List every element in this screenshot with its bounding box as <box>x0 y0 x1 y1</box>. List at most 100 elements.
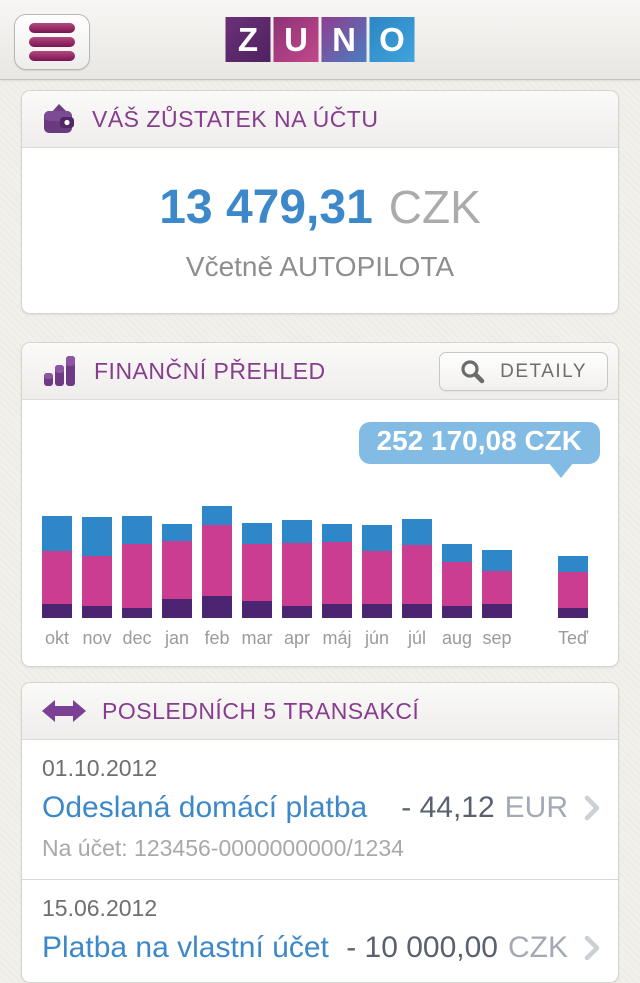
bar-segment-top <box>482 550 512 571</box>
transaction-row[interactable]: 15.06.2012 Platba na vlastní účet - 10 0… <box>22 879 618 982</box>
details-button[interactable]: DETAILY <box>439 352 608 391</box>
search-icon <box>460 359 485 384</box>
bar-segment-bottom <box>558 608 588 618</box>
stacked-bar <box>482 550 512 618</box>
bar-label: sep <box>482 628 512 648</box>
balance-currency: CZK <box>388 181 481 233</box>
chevron-right-icon <box>584 795 600 821</box>
bar-segment-middle <box>402 545 432 604</box>
chart-tooltip: 252 170,08 CZK <box>358 422 600 478</box>
bar-column-aug[interactable]: aug <box>437 544 477 650</box>
bar-segment-top <box>558 556 588 572</box>
bar-segment-top <box>122 516 152 544</box>
bar-chart-icon <box>42 355 78 387</box>
bar-column-dec[interactable]: dec <box>117 516 157 650</box>
transaction-amount: - 44,12 <box>401 791 495 824</box>
stacked-bar <box>82 517 112 618</box>
bar-column-apr[interactable]: apr <box>277 520 317 650</box>
stacked-bar <box>322 524 352 618</box>
hamburger-icon <box>29 37 75 47</box>
bar-column-júl[interactable]: júl <box>397 519 437 650</box>
stacked-bar <box>282 520 312 618</box>
bar-label: júl <box>407 628 426 648</box>
transaction-date: 01.10.2012 <box>42 755 158 781</box>
transaction-title[interactable]: Odeslaná domácí platba <box>42 791 368 824</box>
bar-segment-top <box>402 519 432 545</box>
transactions-card-header: POSLEDNÍCH 5 TRANSAKCÍ <box>22 683 618 740</box>
transactions-card-title: POSLEDNÍCH 5 TRANSAKCÍ <box>102 697 420 724</box>
balance-body: 13 479,31 CZK Včetně AUTOPILOTA <box>22 148 618 313</box>
financial-chart: 252 170,08 CZK okt nov dec jan feb mar apr máj j… <box>22 400 618 666</box>
bar-label: máj <box>322 628 352 648</box>
bar-segment-top <box>322 524 352 542</box>
bar-label: feb <box>204 628 230 648</box>
balance-note: Včetně AUTOPILOTA <box>185 251 455 282</box>
bar-label: mar <box>241 628 273 648</box>
bar-segment-bottom <box>202 596 232 618</box>
transaction-currency: EUR <box>504 791 568 824</box>
bar-segment-middle <box>362 551 392 604</box>
bar-segment-bottom <box>322 604 352 618</box>
zuno-logo: Z U N O <box>225 17 415 62</box>
bar-label: okt <box>44 628 69 648</box>
bar-segment-top <box>242 523 272 544</box>
bar-column-sep[interactable]: sep <box>477 550 517 650</box>
bar-segment-middle <box>482 571 512 604</box>
bar-column-okt[interactable]: okt <box>37 516 77 650</box>
chevron-right-icon <box>584 935 600 961</box>
bar-column-jún[interactable]: jún <box>357 525 397 650</box>
bar-segment-bottom <box>42 604 72 618</box>
bar-column-mar[interactable]: mar <box>237 523 277 650</box>
transaction-detail: Na účet: 123456-0000000000/1234 <box>42 835 404 861</box>
bar-segment-middle <box>242 544 272 601</box>
menu-button[interactable] <box>14 14 90 70</box>
bar-segment-top <box>442 544 472 562</box>
bar-segment-middle <box>122 544 152 608</box>
bar-segment-top <box>162 524 192 541</box>
bar-segment-bottom <box>282 606 312 618</box>
balance-card-title: VÁŠ ZŮSTATEK NA ÚČTU <box>92 105 379 132</box>
bar-column-nov[interactable]: nov <box>77 517 117 650</box>
bar-segment-middle <box>322 542 352 604</box>
balance-line: 13 479,31 CZK <box>22 180 618 235</box>
wallet-icon <box>42 103 76 135</box>
bar-column-feb[interactable]: feb <box>197 506 237 650</box>
transaction-title[interactable]: Platba na vlastní účet <box>42 931 329 964</box>
bar-label: apr <box>283 628 310 648</box>
transactions-card: POSLEDNÍCH 5 TRANSAKCÍ 01.10.2012 Odesla… <box>21 682 619 983</box>
balance-amount: 13 479,31 <box>159 181 373 234</box>
bar-segment-bottom <box>482 604 512 618</box>
bar-column-máj[interactable]: máj <box>317 524 357 650</box>
bar-segment-middle <box>442 562 472 606</box>
bar-label: jún <box>364 628 390 648</box>
stacked-bar <box>162 524 192 618</box>
transfer-arrows-icon <box>42 697 86 725</box>
hamburger-icon <box>29 23 75 33</box>
bar-segment-middle <box>82 556 112 606</box>
stacked-bar <box>402 519 432 618</box>
bar-segment-bottom <box>242 601 272 618</box>
balance-card: VÁŠ ZŮSTATEK NA ÚČTU 13 479,31 CZK Včetn… <box>21 90 619 314</box>
overview-card-header: FINANČNÍ PŘEHLED DETAILY <box>22 343 618 400</box>
bar-column-Teď[interactable]: Teď <box>553 556 593 650</box>
stacked-bar <box>242 523 272 618</box>
bar-label: aug <box>441 628 473 648</box>
details-button-label: DETAILY <box>500 360 587 382</box>
bar-column-jan[interactable]: jan <box>157 524 197 650</box>
bar-segment-middle <box>42 551 72 604</box>
logo-tile-n: N <box>321 17 367 62</box>
bar-segment-top <box>42 516 72 551</box>
bar-label: jan <box>164 628 190 648</box>
bar-segment-bottom <box>82 606 112 618</box>
logo-tile-u: U <box>273 17 319 62</box>
transaction-row[interactable]: 01.10.2012 Odeslaná domácí platba - 44,1… <box>22 740 618 879</box>
bar-label: Teď <box>557 628 589 648</box>
balance-card-header: VÁŠ ZŮSTATEK NA ÚČTU <box>22 91 618 148</box>
bar-segment-bottom <box>362 604 392 618</box>
bar-segment-middle <box>162 541 192 599</box>
transaction-main: Platba na vlastní účet - 10 000,00 CZK <box>42 931 600 965</box>
top-bar: Z U N O <box>0 0 640 80</box>
transaction-main: Odeslaná domácí platba - 44,12 EUR <box>42 791 600 825</box>
overview-card-title: FINANČNÍ PŘEHLED <box>94 357 326 384</box>
transaction-amount: - 10 000,00 <box>346 931 498 964</box>
